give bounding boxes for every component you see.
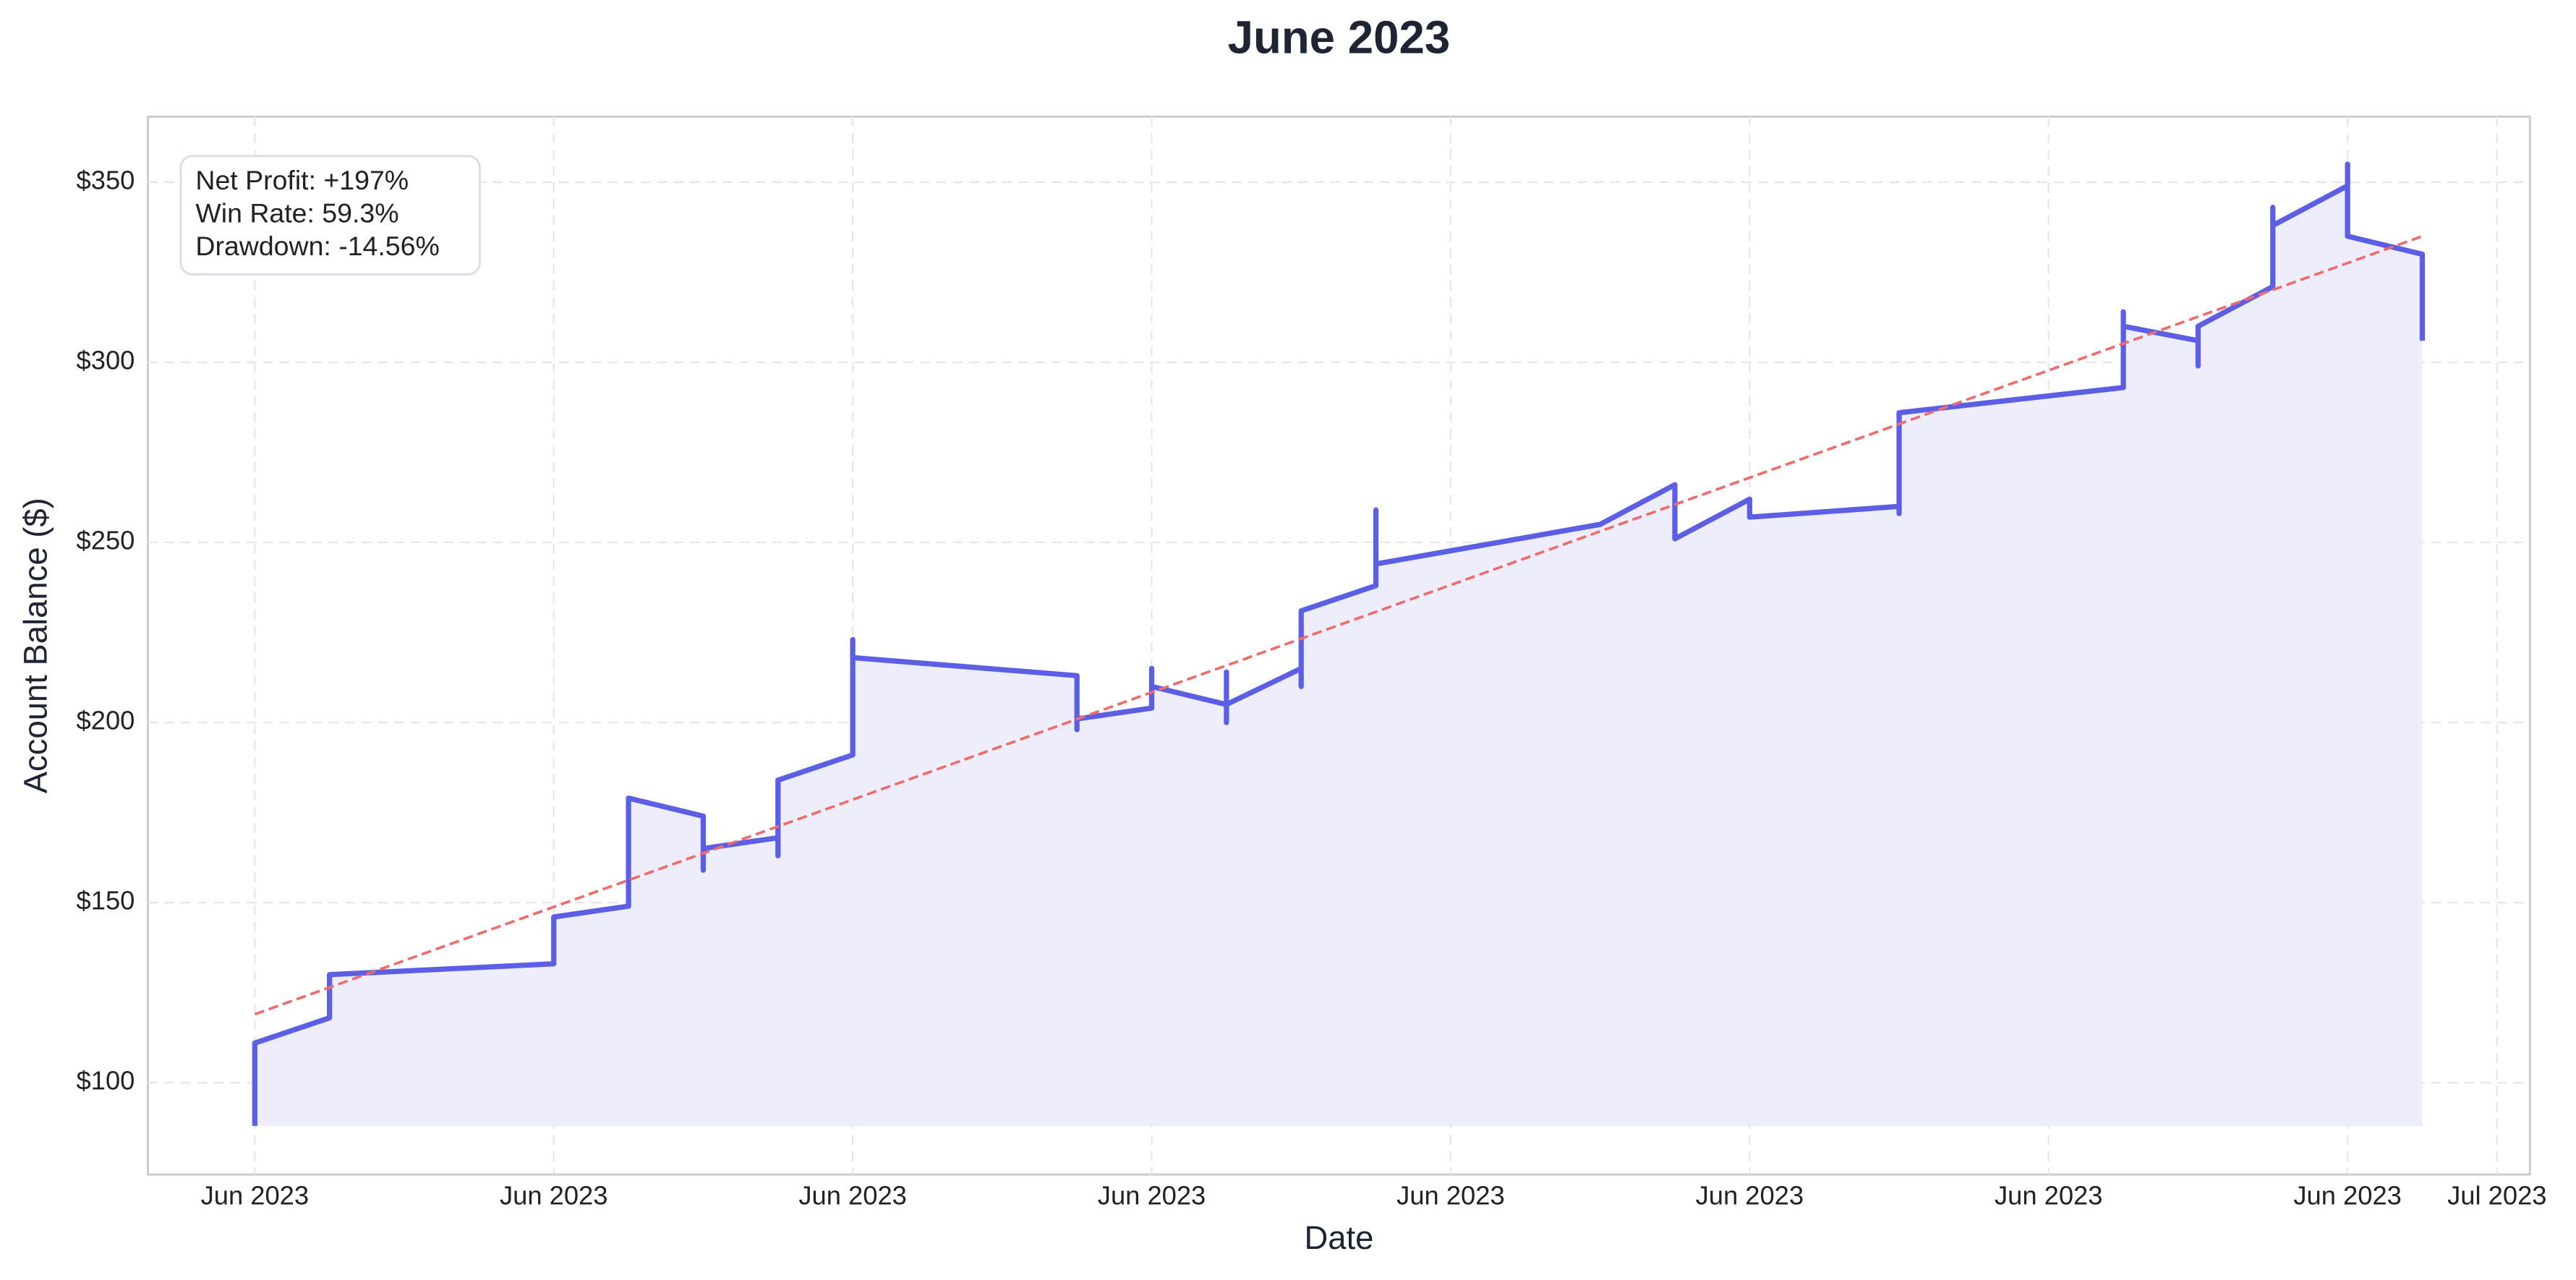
y-tick-label: $250 — [77, 526, 135, 555]
y-tick-label: $350 — [77, 166, 135, 195]
x-axis-label: Date — [1304, 1219, 1373, 1256]
x-tick-label: Jul 2023 — [2447, 1181, 2546, 1211]
balance-line — [252, 161, 2426, 1126]
marks — [252, 161, 2426, 1126]
labels: $100 $150 $200 $250 $300 $350 Jun 2023 Jun 2023… — [77, 166, 2547, 1211]
x-tick-label: Jun 2023 — [201, 1181, 309, 1211]
stats-box — [179, 155, 481, 276]
y-tick-label: $100 — [77, 1066, 135, 1096]
y-tick-label: $200 — [77, 706, 135, 735]
stat-note: Net Profit: +197% — [195, 165, 409, 195]
y-tick-label: $300 — [77, 346, 135, 375]
area-fill — [255, 164, 2423, 1126]
y-axis-label: Account Balance ($) — [17, 498, 54, 793]
x-tick-label: Jun 2023 — [1396, 1181, 1504, 1211]
x-tick-label: Jun 2023 — [1696, 1181, 1804, 1211]
y-tick-label: $150 — [77, 886, 135, 916]
x-tick-label: Jun 2023 — [1098, 1181, 1206, 1211]
stats-notes: Net Profit: +197%Win Rate: 59.3%Drawdown… — [195, 165, 439, 261]
x-tick-label: Jun 2023 — [798, 1181, 906, 1211]
x-tick-label: Jun 2023 — [2293, 1181, 2401, 1211]
x-tick-label: Jun 2023 — [500, 1181, 607, 1211]
x-tick-label: Jun 2023 — [1995, 1181, 2102, 1211]
stat-note: Win Rate: 59.3% — [195, 197, 398, 228]
chart-title: June 2023 — [1228, 12, 1451, 64]
stat-note: Drawdown: -14.56% — [195, 231, 439, 261]
